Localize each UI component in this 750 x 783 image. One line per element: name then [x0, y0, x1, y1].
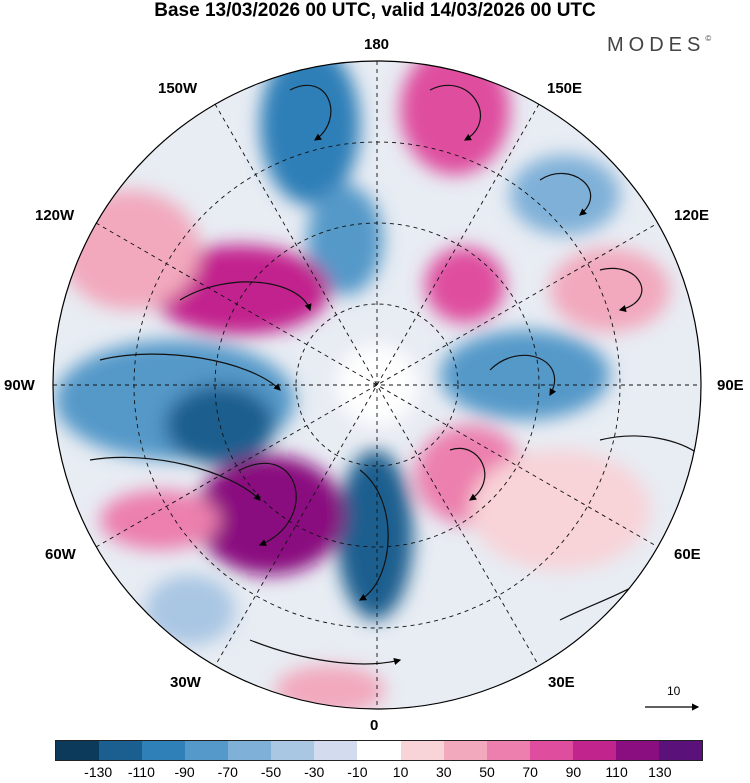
graticule	[53, 61, 701, 709]
colorbar-tick-label: 70	[522, 764, 538, 780]
lon-label-30w: 30W	[170, 674, 201, 691]
colorbar-swatch	[185, 741, 229, 760]
lon-label-60e: 60E	[674, 546, 701, 563]
lon-label-120e: 120E	[674, 207, 710, 224]
brand-mark: ©	[705, 34, 712, 43]
positive-anomaly	[100, 490, 220, 550]
lon-label-90e: 90E	[717, 377, 744, 394]
lon-label-180: 180	[364, 36, 390, 53]
lon-label-90w: 90W	[4, 377, 35, 394]
lon-label-150w: 150W	[158, 80, 198, 97]
lon-label-150e: 150E	[547, 80, 583, 97]
positive-anomaly	[195, 455, 345, 575]
colorbar-ticks: -130 -110 -90 -70 -50 -30 -10 10 30 50 70 90 110 130	[0, 764, 750, 782]
colorbar-swatch	[357, 741, 401, 760]
colorbar-tick-label: 110	[605, 764, 628, 780]
negative-anomaly	[307, 185, 383, 295]
colorbar-swatch	[228, 741, 272, 760]
colorbar-tick-label: -110	[127, 764, 155, 780]
colorbar-tick-label: 50	[479, 764, 495, 780]
colorbar-swatch	[271, 741, 315, 760]
colorbar-tick-label: -30	[304, 764, 325, 780]
positive-anomaly	[60, 190, 200, 310]
lon-label-30e: 30E	[548, 674, 575, 691]
colorbar-swatch	[56, 741, 100, 760]
negative-anomaly	[440, 330, 610, 420]
colorbar-swatch	[314, 741, 358, 760]
brand-name: MODES	[607, 34, 706, 56]
colorbar-swatch	[658, 741, 702, 760]
negative-anomaly	[337, 450, 413, 620]
colorbar-swatch	[615, 741, 659, 760]
negative-anomaly	[165, 385, 275, 465]
negative-anomaly	[145, 575, 235, 645]
colorbar-swatch	[443, 741, 487, 760]
colorbar-tick-label: -50	[260, 764, 282, 780]
colorbar-swatch	[572, 741, 616, 760]
colorbar-tick-label: 30	[436, 764, 452, 780]
colorbar-tick-label: -10	[347, 764, 368, 780]
colorbar	[55, 740, 703, 761]
colorbar-swatch	[99, 741, 143, 760]
colorbar-tick-label: -130	[84, 764, 113, 780]
colorbar-swatch	[400, 741, 444, 760]
lon-label-0: 0	[370, 717, 379, 734]
colorbar-tick-label: -70	[217, 764, 238, 780]
colorbar-tick-label: 90	[565, 764, 582, 780]
colorbar-swatch	[142, 741, 186, 760]
map-boundary	[52, 60, 702, 710]
positive-anomaly	[275, 665, 385, 709]
positive-anomaly	[400, 61, 510, 175]
lon-label-120w: 120W	[35, 207, 75, 224]
anomaly-field	[53, 61, 701, 709]
negative-anomaly	[260, 61, 360, 205]
negative-anomaly	[510, 155, 620, 235]
reference-vector-label: 10	[667, 684, 681, 698]
colorbar-tick-label: 10	[392, 764, 409, 780]
positive-anomaly	[550, 248, 670, 332]
colorbar-swatch	[486, 741, 530, 760]
map-title: Base 13/03/2026 00 UTC, valid 14/03/2026…	[154, 0, 596, 21]
lon-label-60w: 60W	[45, 546, 76, 563]
positive-anomaly	[470, 450, 650, 570]
modes-logo: MODES©	[607, 34, 711, 57]
colorbar-swatch	[529, 741, 573, 760]
colorbar-tick-label: 130	[648, 764, 672, 780]
positive-anomaly	[425, 247, 505, 323]
colorbar-tick-label: -90	[174, 764, 195, 780]
